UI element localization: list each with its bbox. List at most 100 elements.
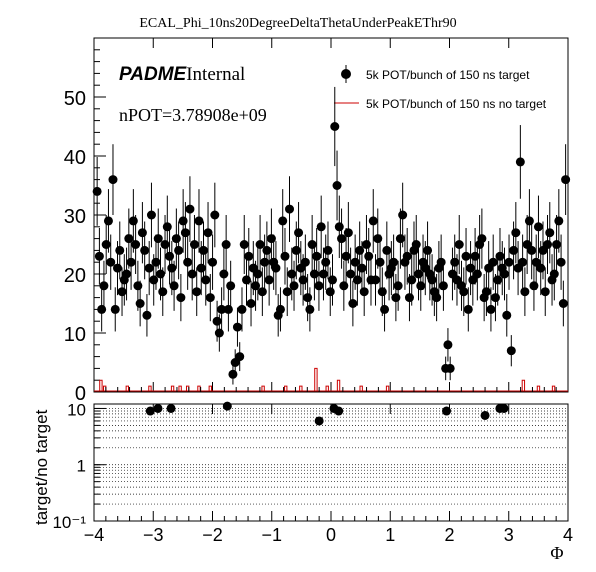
data-point	[423, 245, 433, 255]
data-point	[124, 234, 134, 244]
red-hist-bin	[208, 385, 212, 391]
data-point	[146, 210, 156, 220]
data-point	[255, 240, 265, 249]
data-point	[490, 293, 500, 303]
data-point	[502, 310, 512, 320]
data-point	[196, 263, 206, 273]
data-point	[199, 245, 209, 255]
red-hist-bin	[99, 379, 103, 391]
data-point	[377, 287, 387, 297]
data-point	[232, 322, 242, 332]
data-point	[395, 234, 405, 244]
bottom-x-tick-label: 0	[326, 525, 336, 545]
data-point	[445, 363, 455, 373]
data-point	[94, 251, 104, 261]
data-point	[246, 299, 256, 308]
data-point	[558, 299, 568, 308]
data-point	[235, 352, 245, 362]
data-point	[237, 304, 247, 314]
bottom-y-tick-label: 1	[77, 457, 86, 476]
data-point	[309, 269, 319, 279]
data-point	[477, 234, 487, 244]
data-point	[257, 287, 267, 297]
ratio-point	[499, 403, 509, 413]
red-hist-bin	[314, 367, 318, 391]
top-y-tick-label: 40	[64, 147, 86, 169]
x-axis-label: Φ	[550, 543, 563, 563]
data-point	[106, 257, 116, 267]
bottom-x-tick-label: −1	[261, 525, 282, 545]
data-point	[205, 293, 215, 303]
top-y-tick-label: 0	[75, 383, 86, 405]
data-point	[149, 275, 159, 285]
data-point	[341, 251, 351, 261]
data-point	[472, 269, 482, 279]
data-point	[226, 281, 236, 291]
bottom-y-label: target/no target	[32, 409, 51, 525]
data-point	[282, 287, 292, 297]
data-point	[162, 222, 172, 232]
data-point	[495, 251, 505, 261]
ratio-point	[145, 406, 155, 416]
data-point	[314, 281, 324, 291]
padme-badge: PADMEInternal	[119, 64, 245, 85]
data-point	[305, 304, 315, 314]
data-point	[291, 245, 301, 255]
data-point	[158, 287, 168, 297]
top-y-tick-label: 50	[64, 88, 86, 110]
data-point	[527, 245, 537, 255]
black-points	[92, 86, 571, 385]
data-point	[375, 257, 385, 267]
badge-rest: Internal	[186, 64, 245, 85]
data-point	[436, 257, 446, 267]
data-point	[144, 263, 154, 273]
bottom-y-axis: 10 1 10⁻¹	[52, 400, 106, 532]
ratio-point	[222, 401, 232, 411]
data-point	[352, 275, 362, 285]
ratio-point	[334, 406, 344, 416]
legend-marker-1	[341, 69, 351, 79]
data-point	[228, 369, 238, 379]
data-point	[500, 269, 510, 279]
data-point	[203, 228, 213, 238]
data-point	[117, 287, 127, 297]
data-point	[167, 263, 177, 273]
data-point	[506, 346, 516, 356]
red-hist-bin	[178, 385, 182, 391]
data-point	[122, 269, 132, 279]
data-point	[171, 234, 181, 244]
badge-bold: PADME	[119, 64, 188, 85]
chart-title: ECAL_Phi_10ns20DegreeDeltaThetaUnderPeak…	[139, 16, 456, 31]
data-point	[493, 275, 503, 285]
data-point	[101, 240, 111, 249]
data-point	[552, 240, 562, 249]
data-point	[208, 257, 218, 267]
data-point	[318, 269, 328, 279]
red-hist-bin	[325, 385, 329, 391]
data-point	[389, 257, 399, 267]
data-point	[368, 216, 378, 226]
data-point	[183, 257, 193, 267]
data-point	[135, 299, 145, 308]
data-point	[554, 216, 564, 226]
top-y-tick-label: 20	[64, 265, 86, 287]
data-point	[262, 245, 272, 255]
data-point	[543, 240, 553, 249]
data-point	[321, 257, 331, 267]
data-point	[185, 204, 195, 214]
bottom-x-tick-label: 2	[444, 525, 454, 545]
data-point	[176, 293, 186, 303]
data-point	[294, 228, 304, 238]
data-point	[359, 287, 369, 297]
bottom-y-tick-label: 10	[67, 400, 86, 419]
bottom-x-axis: −4 −3 −2 −1 0 1 2 3 4	[84, 387, 573, 545]
data-point	[427, 275, 437, 285]
data-point	[92, 186, 102, 196]
data-point	[536, 263, 546, 273]
red-hist-bin	[125, 385, 129, 391]
data-point	[470, 251, 480, 261]
red-hist-bin	[197, 385, 201, 391]
data-point	[210, 210, 220, 220]
data-point	[509, 245, 519, 255]
